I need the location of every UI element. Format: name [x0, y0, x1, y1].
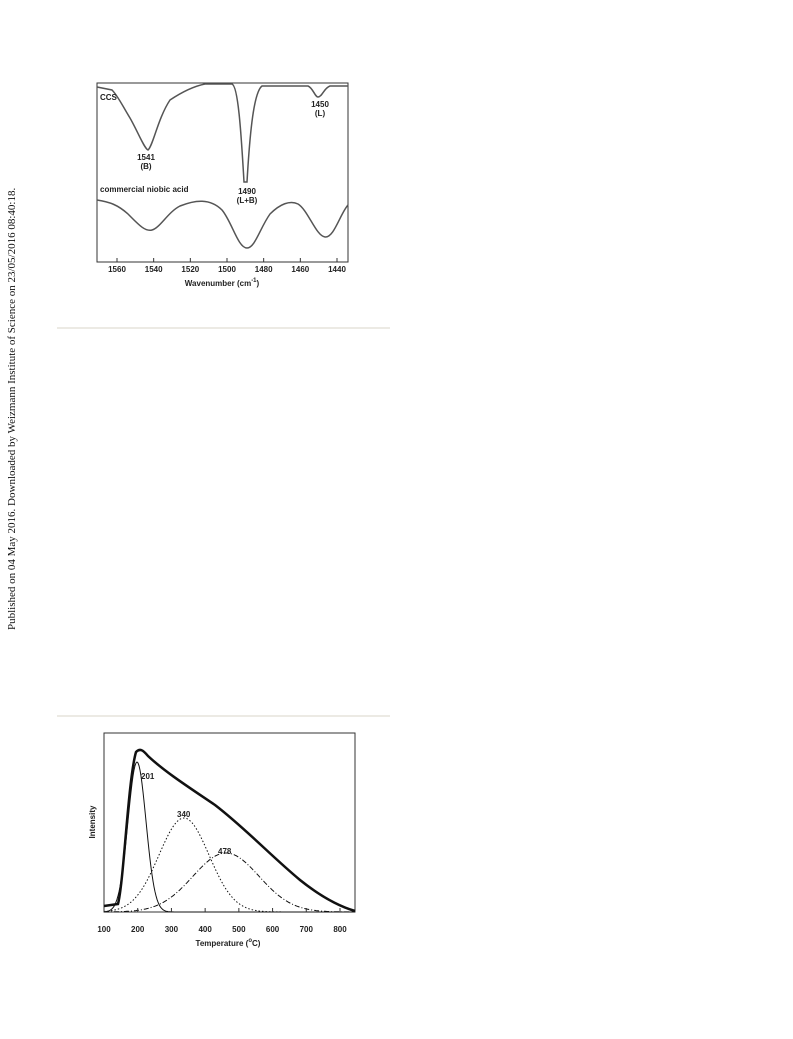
figure-frame [103, 732, 356, 913]
x-tick-label: 1520 [181, 265, 199, 274]
annotation: 340 [177, 810, 191, 819]
peak-fit [104, 817, 355, 913]
x-tick-label: 500 [232, 925, 246, 934]
annotation: 1490 [238, 187, 256, 196]
x-axis-label: Temperature (oC) [196, 938, 261, 948]
spectrum-ccs [96, 83, 348, 183]
x-tick-label: 400 [198, 925, 212, 934]
x-tick-label: 800 [333, 925, 347, 934]
tpd-total [103, 748, 356, 913]
annotation: (L+B) [237, 196, 258, 205]
annotation: 478 [218, 847, 232, 856]
x-tick-label: 600 [266, 925, 280, 934]
x-tick-label: 100 [97, 925, 111, 934]
x-tick-label: 1480 [255, 265, 273, 274]
figure-frame [96, 82, 349, 263]
x-tick-label: 1460 [291, 265, 309, 274]
annotation: (L) [315, 109, 326, 118]
x-tick-label: 700 [300, 925, 314, 934]
peak-fit [103, 761, 355, 913]
annotation: 1541 [137, 153, 155, 162]
x-axis-label: Wavenumber (cm-1) [185, 278, 260, 288]
x-tick-label: 1500 [218, 265, 236, 274]
annotation: commercial niobic acid [100, 185, 189, 194]
annotation: 201 [141, 772, 155, 781]
spectrum-niobic [96, 199, 349, 249]
x-tick-label: 200 [131, 925, 145, 934]
x-tick-label: 300 [165, 925, 179, 934]
annotation: (B) [140, 162, 151, 171]
annotation: CCS [100, 93, 118, 102]
x-tick-label: 1440 [328, 265, 346, 274]
x-tick-label: 1560 [108, 265, 126, 274]
y-axis-label: Intensity [88, 805, 97, 838]
peak-fit [104, 852, 355, 913]
annotation: 1450 [311, 100, 329, 109]
x-tick-label: 1540 [145, 265, 163, 274]
sidebar-note: Published on 04 May 2016. Downloaded by … [6, 188, 18, 630]
